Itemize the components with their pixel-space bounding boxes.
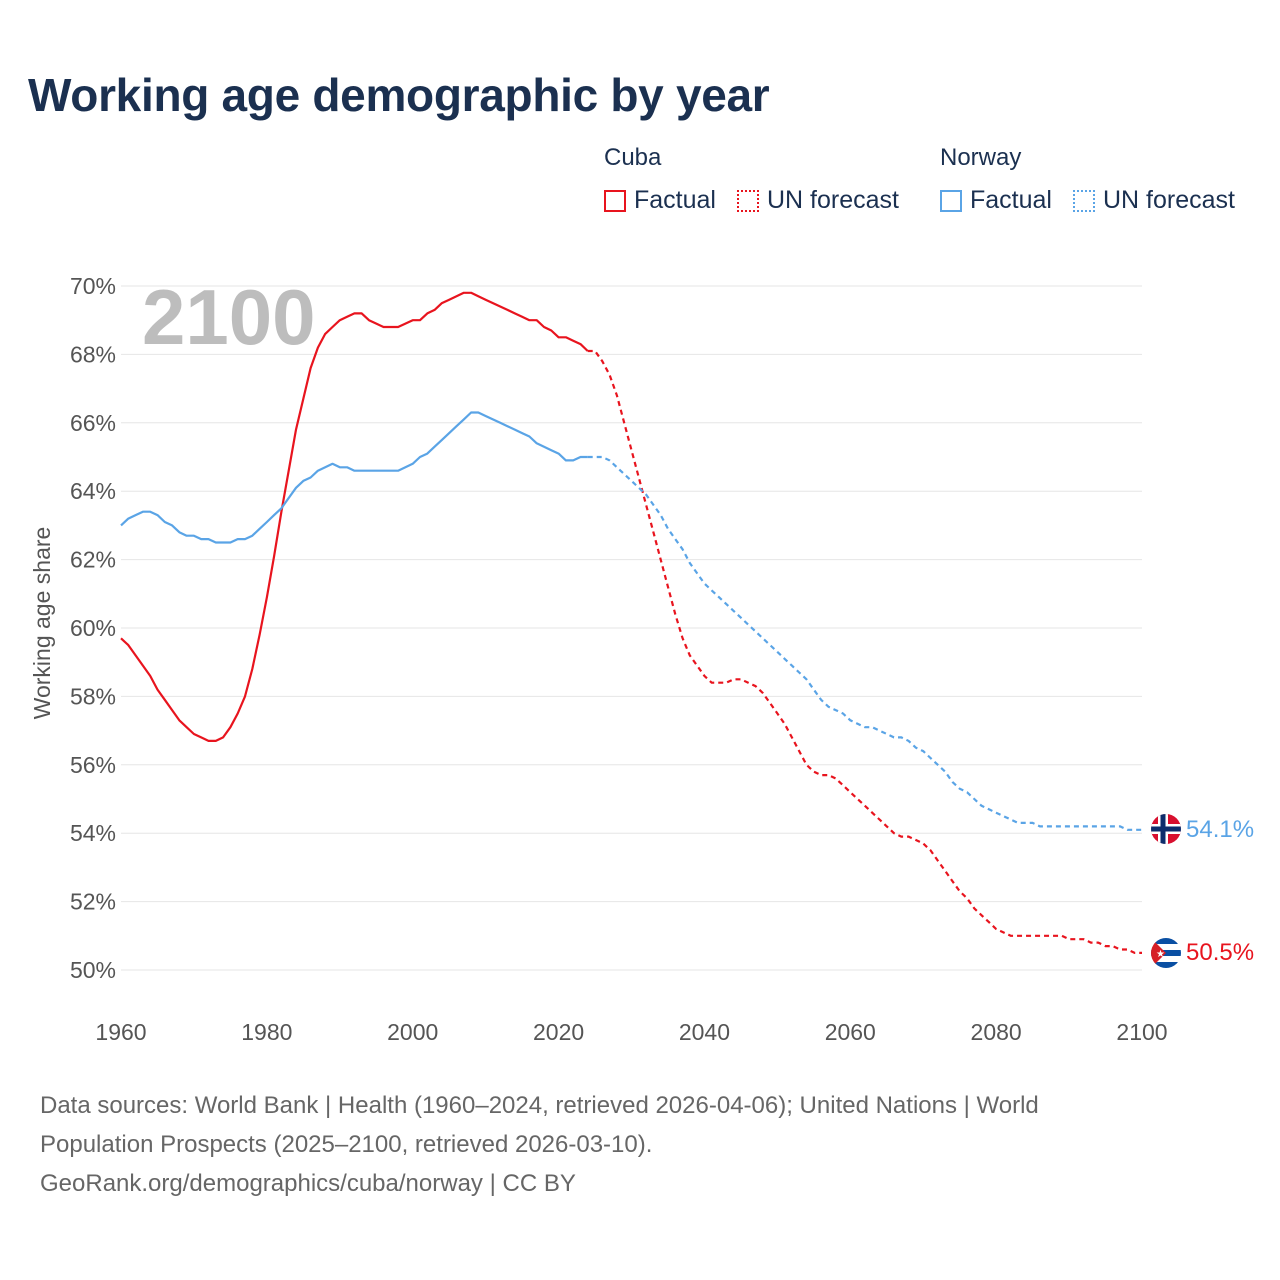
x-tick-label: 2000 (387, 1019, 438, 1045)
legend-cuba-forecast[interactable]: UN forecast (737, 186, 899, 215)
x-tick-label: 2020 (533, 1019, 584, 1045)
legend-label: UN forecast (767, 186, 899, 214)
gridlines (121, 285, 1142, 971)
y-tick-label: 60% (70, 615, 116, 641)
legend-label: Factual (634, 186, 716, 214)
svg-text:★: ★ (1156, 949, 1165, 960)
series-lines (120, 291, 1142, 954)
legend-swatch-solid (604, 189, 626, 212)
x-tick-label: 2100 (1116, 1019, 1167, 1045)
source-line-1: Data sources: World Bank | Health (1960–… (40, 1092, 1039, 1119)
norway-end-label: 54.1% (1186, 816, 1254, 843)
x-tick-label: 1980 (241, 1019, 292, 1045)
cuba-factual-line[interactable] (120, 291, 589, 742)
x-tick-label: 2060 (825, 1019, 876, 1045)
cuba-forecast-line[interactable] (587, 349, 1142, 954)
y-tick-label: 50% (70, 957, 116, 983)
norway-flag-icon (1151, 814, 1181, 844)
y-tick-label: 64% (70, 478, 116, 504)
x-tick-label: 2080 (971, 1019, 1022, 1045)
x-axis-ticks: 1960 1980 2000 2020 2040 2060 2080 2100 (95, 1019, 1167, 1045)
y-tick-label: 68% (70, 341, 116, 367)
y-tick-label: 52% (70, 889, 116, 915)
legend-label: UN forecast (1103, 186, 1235, 214)
legend-label: Factual (970, 186, 1052, 214)
x-tick-label: 2040 (679, 1019, 730, 1045)
norway-forecast-line[interactable] (587, 455, 1142, 831)
source-line-2: Population Prospects (2025–2100, retriev… (40, 1131, 653, 1158)
y-tick-label: 70% (70, 273, 116, 299)
x-tick-label: 1960 (95, 1019, 146, 1045)
y-tick-label: 62% (70, 547, 116, 573)
legend-cuba-factual[interactable]: Factual (604, 186, 716, 215)
cuba-flag-icon: ★ (1151, 938, 1181, 968)
line-chart: 2100 50% 52% 54% 56% 58% 60% 62% 64% 66% 68% 70% 1… (29, 273, 1254, 1045)
legend-group-cuba: Cuba (604, 144, 662, 171)
y-tick-label: 54% (70, 820, 116, 846)
year-watermark: 2100 (142, 273, 316, 361)
source-url[interactable]: GeoRank.org/demographics/cuba/norway | C… (40, 1170, 576, 1197)
y-axis-ticks: 50% 52% 54% 56% 58% 60% 62% 64% 66% 68% 70% (70, 273, 116, 983)
y-tick-label: 56% (70, 752, 116, 778)
legend-swatch-dotted (737, 189, 759, 212)
legend-norway-factual[interactable]: Factual (940, 186, 1052, 215)
cuba-end-label: 50.5% (1186, 939, 1254, 966)
source-footer: Data sources: World Bank | Health (1960–… (40, 1086, 1240, 1203)
y-tick-label: 58% (70, 683, 116, 709)
legend-group-norway: Norway (940, 144, 1022, 171)
y-axis-label: Working age share (29, 527, 55, 720)
legend-swatch-solid (940, 189, 962, 212)
y-tick-label: 66% (70, 410, 116, 436)
chart-title: Working age demographic by year (28, 69, 770, 121)
norway-factual-line[interactable] (120, 411, 588, 544)
legend-norway-forecast[interactable]: UN forecast (1073, 186, 1235, 215)
legend-swatch-dotted (1073, 189, 1095, 212)
